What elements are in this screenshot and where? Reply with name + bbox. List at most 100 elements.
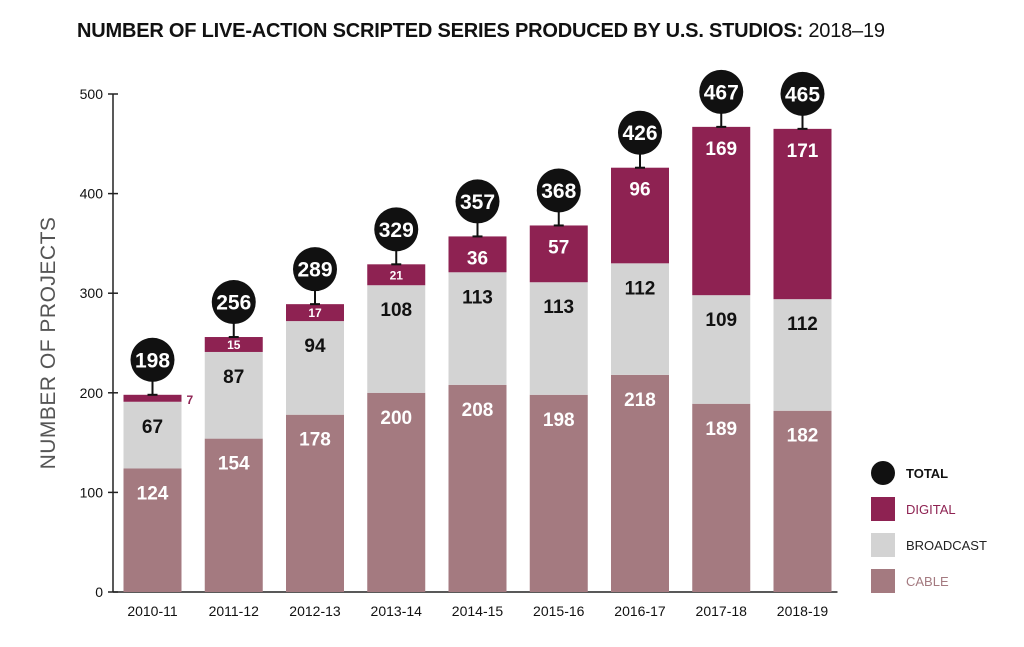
data-label-digital: 96 (629, 180, 650, 201)
legend-swatch-broadcast (871, 533, 895, 557)
bar-digital (529, 225, 588, 283)
bar-digital (692, 126, 751, 296)
data-label-broadcast: 113 (543, 297, 574, 318)
x-tick-label: 2018-19 (777, 603, 829, 619)
data-label-total: 357 (460, 191, 495, 214)
bar-cable (448, 384, 507, 592)
data-label-broadcast: 112 (787, 314, 818, 335)
bar-cable (123, 468, 182, 592)
legend-swatch-total (871, 461, 895, 485)
data-label-total: 426 (622, 122, 657, 145)
data-label-cable: 200 (380, 408, 412, 429)
data-label-cable: 182 (787, 426, 819, 447)
legend-swatch-digital (871, 497, 895, 521)
data-label-cable: 218 (624, 390, 656, 411)
bar-digital (448, 236, 507, 273)
bar-cable (367, 392, 426, 592)
data-label-digital: 171 (787, 141, 819, 162)
data-label-cable: 198 (543, 410, 575, 431)
legend-label-broadcast: BROADCAST (906, 538, 987, 553)
data-label-broadcast: 108 (380, 300, 412, 321)
data-label-digital: 15 (227, 338, 241, 352)
y-tick-label: 300 (80, 285, 104, 301)
x-tick-label: 2013-14 (371, 603, 423, 619)
data-label-broadcast: 87 (223, 367, 244, 388)
total-marker (130, 337, 175, 382)
data-label-digital: 17 (308, 306, 322, 320)
total-marker (293, 247, 337, 292)
total-marker (211, 280, 256, 325)
bar-cable (692, 403, 751, 592)
y-axis-label: NUMBER OF PROJECTS (37, 217, 60, 470)
legend-label-digital: DIGITAL (906, 502, 956, 517)
data-label-digital: 7 (187, 393, 194, 407)
chart-title: NUMBER OF LIVE-ACTION SCRIPTED SERIES PR… (77, 20, 885, 43)
bar-broadcast (692, 295, 751, 404)
bar-digital (611, 167, 669, 264)
bar-cable (204, 438, 263, 592)
data-label-total: 465 (785, 83, 820, 106)
y-tick-label: 100 (80, 484, 104, 500)
chart-title-main: NUMBER OF LIVE-ACTION SCRIPTED SERIES PR… (77, 20, 803, 42)
total-marker (618, 110, 662, 155)
x-tick-label: 2011-12 (209, 603, 260, 619)
data-label-digital: 36 (467, 248, 488, 269)
bar-digital (204, 337, 263, 352)
chart-title-sub: 2018–19 (808, 20, 885, 42)
bar-digital (286, 304, 344, 322)
y-tick-label: 0 (95, 584, 103, 600)
data-label-total: 467 (704, 81, 739, 104)
data-label-broadcast: 67 (142, 417, 163, 438)
data-label-total: 256 (216, 292, 251, 315)
bar-digital (773, 128, 832, 300)
bar-broadcast (773, 299, 832, 411)
total-marker (455, 179, 500, 224)
x-tick-label: 2017-18 (696, 603, 748, 619)
bar-cable (773, 410, 832, 592)
x-tick-label: 2012-13 (289, 603, 341, 619)
bar-broadcast (529, 282, 588, 395)
bar-digital (123, 394, 182, 402)
total-marker (699, 69, 744, 114)
data-label-cable: 189 (705, 419, 737, 440)
data-label-cable: 208 (462, 400, 494, 421)
data-label-total: 368 (541, 180, 576, 203)
legend-swatch-cable (871, 569, 895, 593)
data-label-digital: 169 (705, 139, 737, 160)
bar-broadcast (367, 285, 426, 393)
legend-label-cable: CABLE (906, 574, 949, 589)
data-label-digital: 57 (548, 237, 569, 258)
bar-digital (367, 264, 426, 286)
x-tick-label: 2010-11 (127, 603, 178, 619)
data-label-digital: 21 (390, 268, 404, 282)
data-label-total: 289 (297, 259, 332, 282)
bar-cable (611, 374, 669, 592)
bar-broadcast (286, 321, 344, 415)
data-label-total: 329 (379, 219, 414, 242)
data-label-broadcast: 94 (304, 336, 326, 357)
data-label-broadcast: 112 (625, 278, 656, 299)
bar-broadcast (204, 351, 263, 439)
y-tick-label: 400 (80, 186, 104, 202)
data-label-total: 198 (135, 349, 170, 372)
bar-broadcast (448, 272, 507, 385)
bar-cable (286, 414, 344, 592)
x-tick-label: 2015-16 (533, 603, 585, 619)
data-label-broadcast: 113 (462, 287, 493, 308)
legend-label-total: TOTAL (906, 466, 948, 481)
data-label-cable: 154 (218, 454, 250, 475)
x-tick-label: 2014-15 (452, 603, 504, 619)
total-marker (536, 168, 581, 213)
total-marker (374, 207, 419, 252)
bar-cable (529, 394, 588, 592)
bar-broadcast (123, 401, 182, 469)
total-marker (780, 71, 825, 116)
y-tick-label: 500 (80, 86, 104, 102)
y-tick-label: 200 (80, 385, 104, 401)
data-label-cable: 178 (299, 430, 331, 451)
data-label-broadcast: 109 (705, 310, 737, 331)
bar-broadcast (611, 263, 669, 375)
x-tick-label: 2016-17 (614, 603, 666, 619)
data-label-cable: 124 (137, 483, 169, 504)
